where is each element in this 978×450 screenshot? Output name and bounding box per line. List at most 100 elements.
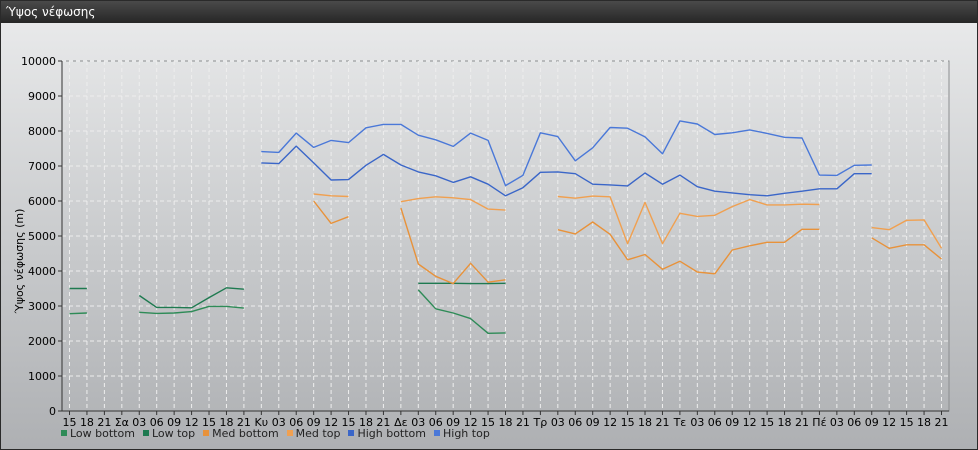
legend-item: High bottom [348, 426, 426, 440]
series-line-segment [871, 219, 943, 249]
x-tick-label: 03 [272, 416, 286, 429]
legend-label: High top [443, 426, 490, 440]
x-tick-label: Πέ [812, 416, 826, 429]
grid [61, 60, 950, 412]
x-tick-label: 21 [97, 416, 111, 429]
series-high-bottom [261, 145, 872, 197]
series-line-segment [261, 120, 872, 187]
y-tick-label: 9000 [28, 90, 56, 103]
x-tick-label: 12 [324, 416, 338, 429]
legend-item: Low bottom [61, 426, 135, 440]
legend-item: Med top [286, 426, 341, 440]
x-tick-label: 15 [621, 416, 635, 429]
series-high-top [261, 120, 872, 187]
y-axis: 0 1000 2000 3000 4000 5000 6000 7000 8000 9000 100… [21, 55, 63, 418]
title-bar: Ύψος νέφωσης [1, 1, 977, 23]
cloud-height-chart: 0 1000 2000 3000 4000 5000 6000 7000 8000 9000 100… [13, 55, 950, 429]
x-tick-label: 12 [743, 416, 757, 429]
x-tick-label: 21 [795, 416, 809, 429]
series-line-segment [871, 237, 942, 260]
series-line-segment [139, 305, 244, 315]
x-tick-label: 21 [935, 416, 949, 429]
window-title: Ύψος νέφωσης [6, 5, 96, 19]
y-tick-label: 7000 [28, 160, 56, 173]
x-tick-label: 15 [63, 416, 77, 429]
series-med-top [313, 193, 943, 249]
x-tick-label: 18 [499, 416, 513, 429]
x-tick-label: 12 [882, 416, 896, 429]
legend-label: Low top [151, 426, 196, 440]
y-axis-label: Ύψος νέφωσης (m) [13, 209, 26, 315]
x-tick-label: 12 [464, 416, 478, 429]
legend-swatch [286, 430, 293, 436]
x-tick-label: Τε [673, 416, 687, 429]
y-tick-label: 3000 [28, 300, 56, 313]
x-tick-label: 21 [655, 416, 669, 429]
chart-legend: Low bottom Low top Med bottom Med top High b… [61, 426, 490, 440]
x-tick-label: Σα [115, 416, 129, 429]
x-tick-label: 09 [586, 416, 600, 429]
series-line-segment [313, 200, 349, 225]
y-tick-label: 4000 [28, 265, 56, 278]
x-tick-label: 18 [359, 416, 373, 429]
x-tick-label: 09 [446, 416, 460, 429]
series-line-segment [557, 195, 820, 245]
x-tick-label: 03 [132, 416, 146, 429]
y-tick-label: 5000 [28, 230, 56, 243]
x-tick-label: 18 [638, 416, 652, 429]
x-tick-label: 15 [760, 416, 774, 429]
legend-label: Low bottom [70, 426, 135, 440]
y-tick-label: 1000 [28, 370, 56, 383]
x-tick-label: 06 [429, 416, 443, 429]
x-tick-label: Κυ [255, 416, 269, 429]
legend-swatch [61, 430, 67, 436]
x-tick-label: 09 [725, 416, 739, 429]
x-tick-label: 18 [778, 416, 792, 429]
x-tick-label: 21 [376, 416, 390, 429]
x-tick-label: 09 [865, 416, 879, 429]
x-tick-label: 06 [847, 416, 861, 429]
y-tick-label: 8000 [28, 125, 56, 138]
series-line-segment [400, 196, 506, 211]
x-tick-label: 06 [289, 416, 303, 429]
x-tick-label: 12 [603, 416, 617, 429]
legend-item: High top [434, 426, 490, 440]
y-tick-label: 6000 [28, 195, 56, 208]
legend-label: High bottom [357, 426, 426, 440]
legend-label: Med bottom [212, 426, 279, 440]
legend-item: Low top [142, 426, 196, 440]
series-line-segment [138, 287, 244, 309]
series-line-segment [261, 145, 872, 197]
series-line-segment [69, 312, 87, 315]
y-tick-label: 0 [49, 405, 56, 418]
y-tick-label: 2000 [28, 335, 56, 348]
x-tick-label: 18 [80, 416, 94, 429]
x-tick-label: 18 [917, 416, 931, 429]
x-tick-label: 09 [167, 416, 181, 429]
x-tick-label: 15 [342, 416, 356, 429]
x-tick-label: Τρ [533, 416, 548, 429]
legend-swatch [348, 430, 355, 436]
series-line-segment [313, 193, 349, 198]
y-tick-label: 10000 [21, 55, 56, 68]
chart-area: 0 1000 2000 3000 4000 5000 6000 7000 8000 9000 100… [1, 23, 977, 449]
series-line-segment [417, 289, 506, 334]
x-tick-label: 06 [568, 416, 582, 429]
series-line-segment [400, 207, 506, 285]
legend-label: Med top [295, 426, 341, 440]
x-tick-label: 12 [185, 416, 199, 429]
x-axis: 15 18 21 Σα 03 06 09 12 15 18 21 Κυ 03 06 09 12 15 18 21 Δε… [62, 410, 949, 429]
x-tick-label: Δε [394, 416, 408, 429]
series-lines [69, 120, 943, 334]
series-line-segment [557, 221, 820, 275]
x-tick-label: 21 [237, 416, 251, 429]
x-tick-label: 15 [481, 416, 495, 429]
legend-swatch [434, 430, 440, 436]
x-tick-label: 18 [219, 416, 233, 429]
x-tick-label: 21 [516, 416, 530, 429]
x-tick-label: 03 [411, 416, 425, 429]
x-tick-label: 03 [551, 416, 565, 429]
x-tick-label: 09 [307, 416, 321, 429]
legend-swatch [142, 430, 149, 436]
